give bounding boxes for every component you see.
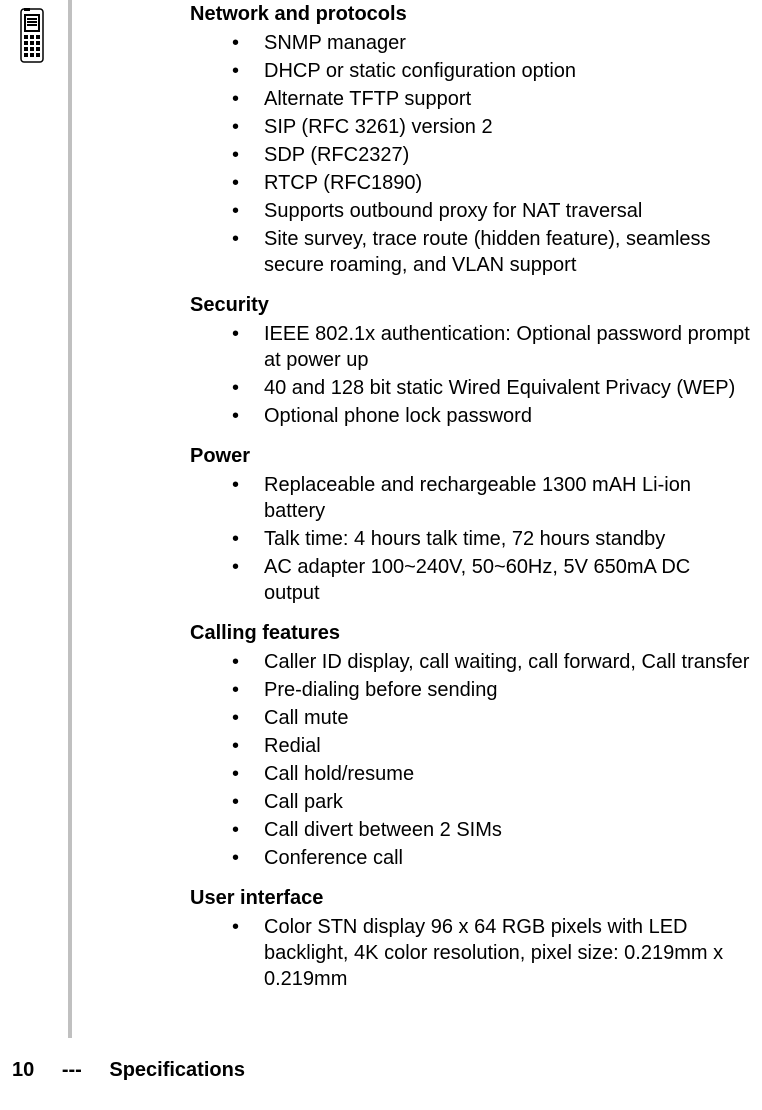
list-item: RTCP (RFC1890) <box>232 170 750 196</box>
list-item: Pre-dialing before sending <box>232 677 750 703</box>
list-item: Optional phone lock password <box>232 403 750 429</box>
content-area: Network and protocols SNMP manager DHCP … <box>190 3 750 994</box>
footer-title: Specifications <box>109 1059 245 1081</box>
section-heading: Calling features <box>190 622 750 645</box>
list-item: Supports outbound proxy for NAT traversa… <box>232 198 750 224</box>
list-item: Call hold/resume <box>232 761 750 787</box>
list-item: SNMP manager <box>232 30 750 56</box>
page-footer: 10 --- Specifications <box>12 1059 245 1082</box>
list-item: AC adapter 100~240V, 50~60Hz, 5V 650mA D… <box>232 554 750 606</box>
page-number: 10 <box>12 1059 34 1081</box>
list-item: IEEE 802.1x authentication: Optional pas… <box>232 321 750 373</box>
list-item: Talk time: 4 hours talk time, 72 hours s… <box>232 526 750 552</box>
list-item: Call divert between 2 SIMs <box>232 817 750 843</box>
list-item: Call park <box>232 789 750 815</box>
section-heading: User interface <box>190 887 750 910</box>
bullet-list: Caller ID display, call waiting, call fo… <box>190 649 750 871</box>
bullet-list: IEEE 802.1x authentication: Optional pas… <box>190 321 750 429</box>
list-item: DHCP or static configuration option <box>232 58 750 84</box>
list-item: Replaceable and rechargeable 1300 mAH Li… <box>232 472 750 524</box>
bullet-list: Color STN display 96 x 64 RGB pixels wit… <box>190 914 750 992</box>
list-item: Conference call <box>232 845 750 871</box>
list-item: Site survey, trace route (hidden feature… <box>232 226 750 278</box>
margin-divider <box>68 0 72 1038</box>
list-item: 40 and 128 bit static Wired Equivalent P… <box>232 375 750 401</box>
list-item: Caller ID display, call waiting, call fo… <box>232 649 750 675</box>
footer-separator: --- <box>62 1059 82 1081</box>
bullet-list: SNMP manager DHCP or static configuratio… <box>190 30 750 278</box>
list-item: Redial <box>232 733 750 759</box>
section-heading: Network and protocols <box>190 3 750 26</box>
list-item: Alternate TFTP support <box>232 86 750 112</box>
section-heading: Power <box>190 445 750 468</box>
phone-icon <box>18 8 46 63</box>
list-item: SDP (RFC2327) <box>232 142 750 168</box>
list-item: Color STN display 96 x 64 RGB pixels wit… <box>232 914 750 992</box>
list-item: SIP (RFC 3261) version 2 <box>232 114 750 140</box>
section-heading: Security <box>190 294 750 317</box>
bullet-list: Replaceable and rechargeable 1300 mAH Li… <box>190 472 750 606</box>
list-item: Call mute <box>232 705 750 731</box>
page-container: Network and protocols SNMP manager DHCP … <box>0 0 762 1110</box>
